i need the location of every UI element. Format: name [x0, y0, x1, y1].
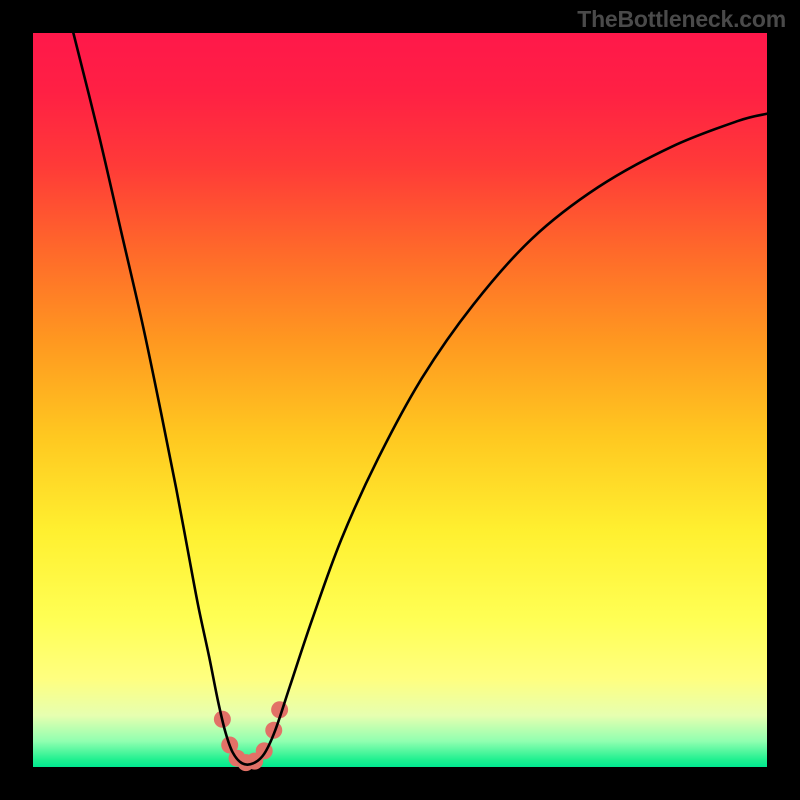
curve-layer: [73, 33, 767, 765]
outer-frame: TheBottleneck.com: [0, 0, 800, 800]
bottleneck-curve: [73, 33, 767, 765]
watermark-label: TheBottleneck.com: [577, 6, 786, 33]
markers-layer: [214, 701, 288, 771]
plot-area: [33, 33, 767, 767]
chart-svg: [33, 33, 767, 767]
